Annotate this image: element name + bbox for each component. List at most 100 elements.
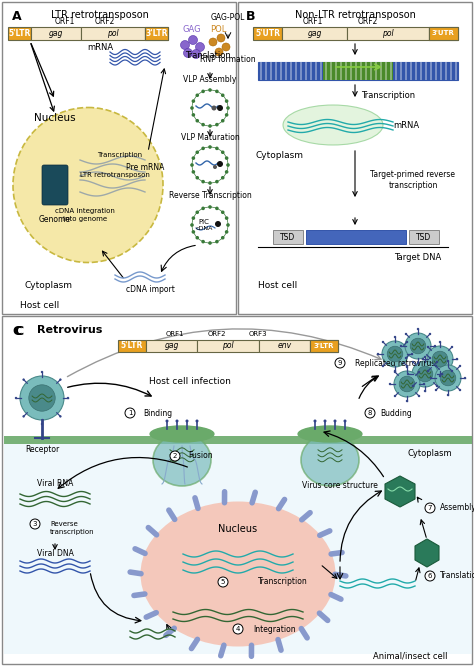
Circle shape xyxy=(424,390,426,392)
Circle shape xyxy=(226,163,230,166)
Circle shape xyxy=(439,341,441,343)
Text: GAG-POL: GAG-POL xyxy=(211,13,245,23)
Circle shape xyxy=(211,105,217,111)
Bar xyxy=(260,62,263,80)
Bar xyxy=(385,62,388,80)
Text: ORF3: ORF3 xyxy=(249,331,267,337)
Text: Cytoplasm: Cytoplasm xyxy=(256,151,304,159)
Text: Retrovirus: Retrovirus xyxy=(37,325,103,335)
Circle shape xyxy=(441,373,443,375)
Circle shape xyxy=(417,366,433,382)
Text: LTR retrotransposon: LTR retrotransposon xyxy=(51,10,149,20)
Circle shape xyxy=(400,345,402,347)
Circle shape xyxy=(225,99,228,103)
Circle shape xyxy=(195,210,199,214)
Bar xyxy=(273,230,303,244)
Text: B: B xyxy=(246,10,255,23)
Text: gag: gag xyxy=(164,342,179,350)
Circle shape xyxy=(181,41,190,49)
Circle shape xyxy=(459,365,461,367)
Bar xyxy=(41,168,69,202)
Circle shape xyxy=(411,353,413,355)
Circle shape xyxy=(225,157,228,160)
Text: TSD: TSD xyxy=(416,232,432,242)
Bar xyxy=(400,62,402,80)
Circle shape xyxy=(447,360,449,362)
Text: Translation: Translation xyxy=(185,51,231,59)
Text: pol: pol xyxy=(382,29,393,38)
Text: Replicated retrovirus: Replicated retrovirus xyxy=(355,358,436,368)
Circle shape xyxy=(407,373,409,375)
Circle shape xyxy=(208,124,212,128)
Circle shape xyxy=(394,371,420,397)
Text: Transcription: Transcription xyxy=(361,91,415,99)
Bar xyxy=(415,62,418,80)
Bar xyxy=(390,62,392,80)
Text: 7: 7 xyxy=(428,505,432,511)
Bar xyxy=(300,62,302,80)
Bar xyxy=(283,27,346,40)
Text: 8: 8 xyxy=(368,410,372,416)
Bar xyxy=(340,62,343,80)
Circle shape xyxy=(456,358,458,360)
Circle shape xyxy=(423,383,425,385)
Bar xyxy=(306,230,406,244)
Text: pol: pol xyxy=(107,29,119,38)
Text: Integration: Integration xyxy=(253,625,296,633)
Text: C: C xyxy=(14,325,23,338)
Bar xyxy=(305,62,308,80)
Text: Viral DNA: Viral DNA xyxy=(36,549,73,557)
Bar xyxy=(455,62,457,80)
Circle shape xyxy=(195,93,199,97)
Bar xyxy=(346,27,428,40)
Circle shape xyxy=(451,346,453,348)
Circle shape xyxy=(215,221,221,227)
Circle shape xyxy=(195,43,204,51)
Bar xyxy=(405,62,408,80)
Text: Reverse Transcription: Reverse Transcription xyxy=(169,192,251,200)
Text: Genome: Genome xyxy=(39,216,71,224)
Text: Cytoplasm: Cytoplasm xyxy=(25,280,73,290)
Circle shape xyxy=(201,180,205,183)
Circle shape xyxy=(41,371,43,373)
Circle shape xyxy=(323,420,327,422)
Bar xyxy=(4,436,472,444)
Bar xyxy=(365,62,367,80)
Circle shape xyxy=(233,624,243,634)
Text: Target DNA: Target DNA xyxy=(394,254,442,262)
Circle shape xyxy=(225,113,228,117)
Bar xyxy=(370,62,373,80)
Circle shape xyxy=(215,240,219,244)
Circle shape xyxy=(218,577,228,587)
Text: TSD: TSD xyxy=(281,232,296,242)
Circle shape xyxy=(175,420,179,422)
Bar xyxy=(350,62,353,80)
Circle shape xyxy=(209,38,217,46)
Text: Transcription: Transcription xyxy=(258,577,308,587)
Circle shape xyxy=(406,365,408,367)
Circle shape xyxy=(425,571,435,581)
Bar xyxy=(145,27,168,40)
Circle shape xyxy=(191,157,195,160)
Circle shape xyxy=(221,151,225,154)
Circle shape xyxy=(208,241,212,245)
Text: 5'LTR: 5'LTR xyxy=(8,29,31,38)
Circle shape xyxy=(435,389,437,391)
Ellipse shape xyxy=(153,434,211,486)
Ellipse shape xyxy=(301,434,359,486)
Circle shape xyxy=(394,371,396,373)
Bar xyxy=(430,62,432,80)
Circle shape xyxy=(170,451,180,461)
Circle shape xyxy=(377,353,379,355)
Ellipse shape xyxy=(140,501,336,647)
Bar xyxy=(445,62,447,80)
Circle shape xyxy=(447,394,449,396)
Circle shape xyxy=(201,123,205,127)
Circle shape xyxy=(399,376,415,392)
Circle shape xyxy=(194,209,226,241)
Circle shape xyxy=(406,366,408,368)
Text: Animal/insect cell: Animal/insect cell xyxy=(373,651,447,661)
Circle shape xyxy=(432,351,448,367)
Circle shape xyxy=(191,216,195,220)
Bar xyxy=(146,340,197,352)
